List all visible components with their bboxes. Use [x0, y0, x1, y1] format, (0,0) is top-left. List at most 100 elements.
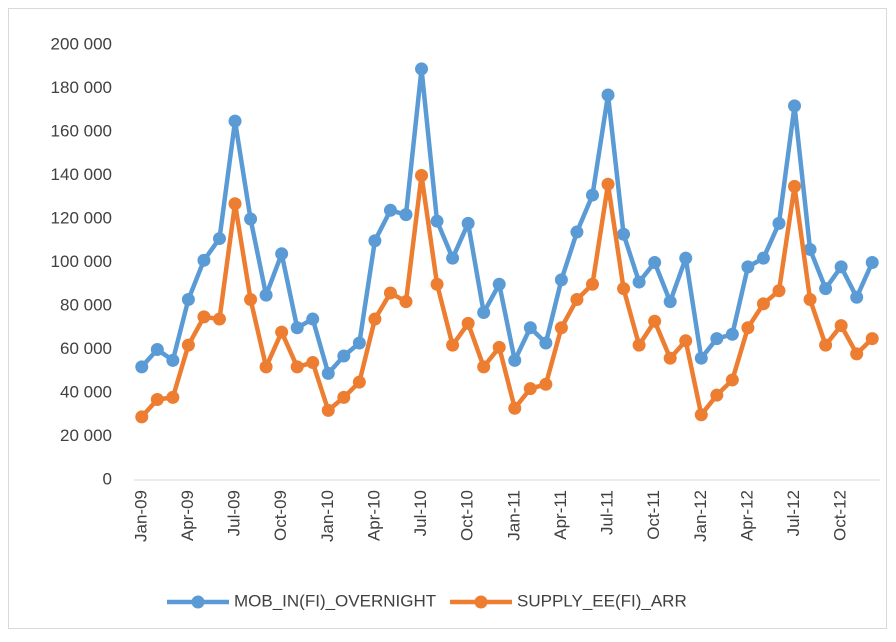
data-point [399, 208, 413, 222]
data-point [368, 234, 382, 248]
x-tick-label: Jan-12 [691, 490, 710, 542]
data-point [788, 179, 802, 193]
y-tick-label: 120 000 [51, 208, 112, 227]
x-tick-label: Jul-09 [225, 490, 244, 536]
data-point [150, 393, 164, 407]
data-point [617, 282, 631, 296]
y-tick-label: 20 000 [60, 426, 112, 445]
data-point [492, 277, 506, 291]
data-point [803, 242, 817, 256]
data-point [601, 177, 615, 191]
data-point [197, 253, 211, 267]
data-point [679, 251, 693, 265]
data-point [508, 401, 522, 415]
data-point [756, 251, 770, 265]
data-point [337, 349, 351, 363]
data-point [352, 375, 366, 389]
data-point [337, 390, 351, 404]
data-point [244, 292, 258, 306]
data-point [368, 312, 382, 326]
data-point [539, 377, 553, 391]
data-point [181, 338, 195, 352]
y-tick-label: 180 000 [51, 78, 112, 97]
data-point [399, 295, 413, 309]
x-tick-label: Jul-11 [598, 490, 617, 535]
data-point [430, 277, 444, 291]
x-tick-label: Apr-10 [364, 490, 383, 541]
data-point [585, 188, 599, 202]
data-point [570, 225, 584, 239]
y-tick-label: 140 000 [51, 165, 112, 184]
data-point [306, 356, 320, 370]
x-tick-label: Jan-09 [131, 490, 150, 542]
data-point [554, 321, 568, 335]
data-point [554, 273, 568, 287]
data-point [166, 390, 180, 404]
data-point [166, 353, 180, 367]
data-point [617, 227, 631, 241]
data-point [135, 360, 149, 374]
data-point [570, 292, 584, 306]
data-point [290, 360, 304, 374]
legend-label: MOB_IN(FI)_OVERNIGHT [234, 591, 436, 610]
data-point [259, 288, 273, 302]
data-point [865, 332, 879, 346]
data-point [508, 353, 522, 367]
x-tick-label: Oct-09 [271, 490, 290, 541]
data-point [585, 277, 599, 291]
data-point [788, 99, 802, 113]
data-point [679, 334, 693, 348]
x-tick-label: Apr-11 [551, 490, 570, 540]
data-point [803, 292, 817, 306]
data-point [772, 284, 786, 298]
data-point [850, 290, 864, 304]
y-tick-label: 0 [103, 469, 112, 488]
data-point [819, 338, 833, 352]
data-point [461, 316, 475, 330]
data-point [648, 256, 662, 269]
y-tick-label: 60 000 [60, 339, 112, 358]
data-point [446, 251, 460, 265]
data-point [228, 197, 242, 211]
data-point [461, 216, 475, 230]
y-tick-label: 40 000 [60, 382, 112, 401]
data-point [632, 275, 646, 289]
data-point [725, 327, 739, 341]
data-point [539, 336, 553, 350]
x-tick-label: Oct-10 [458, 490, 477, 541]
data-point [446, 338, 460, 352]
data-point [228, 114, 242, 128]
data-point [523, 382, 537, 396]
x-tick-label: Oct-11 [644, 490, 663, 540]
data-point [352, 336, 366, 350]
x-tick-label: Apr-09 [178, 490, 197, 541]
data-point [383, 203, 397, 217]
legend-marker [474, 595, 488, 609]
data-point [632, 338, 646, 352]
data-point [663, 295, 677, 309]
data-point [601, 88, 615, 102]
legend-label: SUPPLY_EE(FI)_ARR [517, 591, 687, 610]
data-point [383, 286, 397, 300]
data-point [850, 347, 864, 361]
data-point [648, 314, 662, 328]
data-point [197, 310, 211, 324]
data-point [244, 212, 258, 226]
data-point [212, 312, 226, 326]
data-point [663, 351, 677, 365]
data-point [725, 373, 739, 387]
data-point [492, 340, 506, 354]
x-tick-label: Apr-12 [737, 490, 756, 541]
data-point [321, 403, 335, 417]
data-point [275, 325, 289, 339]
data-point [135, 410, 149, 424]
data-point [150, 343, 164, 356]
x-tick-label: Oct-12 [831, 490, 850, 541]
data-point [865, 256, 879, 269]
data-point [834, 319, 848, 333]
data-point [415, 62, 429, 76]
y-tick-label: 80 000 [60, 295, 112, 314]
data-point [694, 351, 708, 365]
data-point [772, 216, 786, 230]
data-point [756, 297, 770, 311]
